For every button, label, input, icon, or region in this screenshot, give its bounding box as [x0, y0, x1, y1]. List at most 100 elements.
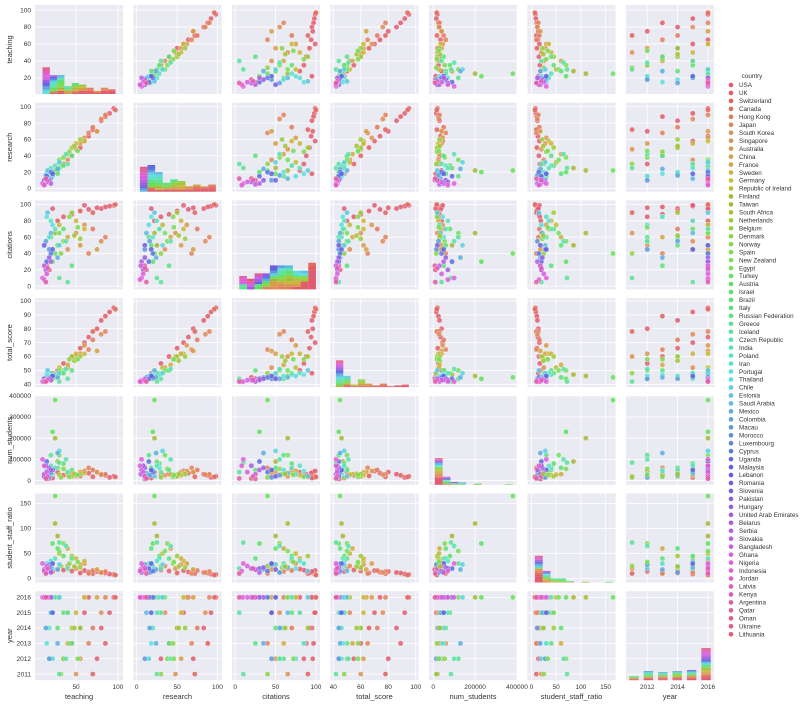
- hist-bar-year-ghana: [701, 654, 711, 656]
- point-germany: [180, 594, 187, 601]
- point-south-africa: [674, 563, 681, 570]
- point-usa: [309, 655, 316, 662]
- point-nigeria: [451, 180, 457, 187]
- point-argentina: [432, 594, 439, 601]
- hist-bar-year-austria: [701, 665, 711, 667]
- point-japan: [364, 37, 371, 43]
- point-chile: [272, 370, 279, 376]
- hist-bar-citations-brazil: [269, 276, 278, 279]
- y-tick-label: 2013: [17, 641, 32, 648]
- point-egypt: [705, 548, 711, 554]
- y-tick-label: 100: [20, 298, 31, 305]
- x-tick-label: 100: [575, 684, 586, 691]
- legend-marker-south-korea: [728, 130, 734, 136]
- point-thailand: [538, 222, 545, 228]
- point-taiwan: [151, 520, 158, 527]
- y-tick-label: 70: [24, 340, 32, 347]
- point-south-korea: [436, 24, 442, 30]
- point-australia: [368, 594, 375, 601]
- point-ghana: [438, 271, 445, 277]
- legend-marker-qatar: [728, 608, 734, 613]
- hist-bar-student_staff_ratio-serbia: [534, 559, 543, 561]
- hist-bar-research-south-korea: [162, 188, 171, 190]
- hist-bar-citations-argentina: [239, 276, 247, 279]
- point-usa: [401, 15, 408, 22]
- point-usa: [371, 609, 378, 616]
- point-canada: [313, 9, 319, 16]
- point-malaysia: [338, 170, 345, 177]
- legend-marker-lithuania: [728, 631, 734, 637]
- y-tick-label: 80: [24, 120, 32, 127]
- hist-bar-research-usa: [185, 189, 194, 192]
- legend-label: Qatar: [739, 608, 755, 615]
- hist-bar-num_students-france: [434, 472, 443, 473]
- hist-bar-citations-nigeria: [239, 281, 247, 285]
- point-sweden: [178, 350, 184, 357]
- hist-bar-teaching-colombia: [42, 87, 50, 90]
- hist-bar-num_students-thailand: [434, 465, 443, 466]
- hist-bar-year-uganda: [701, 660, 711, 662]
- point-finland: [154, 242, 160, 249]
- point-austria: [563, 429, 569, 435]
- point-switzerland: [382, 32, 389, 39]
- point-malaysia: [543, 609, 550, 616]
- hist-bar-student_staff_ratio-indonesia: [534, 558, 543, 560]
- point-australia: [178, 242, 184, 249]
- panel-teaching-vs-year: [626, 5, 714, 94]
- point-germany: [81, 226, 88, 232]
- hist-bar-year-united-arab-emirates: [701, 657, 711, 659]
- y-tick-label: 40: [24, 153, 32, 160]
- legend-marker-singapore: [728, 138, 734, 144]
- point-malaysia: [543, 246, 550, 253]
- hist-bar-student_staff_ratio-macau: [542, 572, 551, 574]
- point-hong-kong: [90, 226, 96, 232]
- point-greece: [564, 671, 570, 677]
- point-brazil: [558, 625, 564, 631]
- legend-marker-australia: [728, 146, 734, 151]
- hist-bar-teaching-sweden: [71, 89, 79, 91]
- hist-bar-year-uk: [672, 678, 682, 680]
- point-chile: [56, 594, 63, 601]
- point-hong-kong: [374, 32, 380, 39]
- hist-bar-year-japan: [701, 674, 711, 676]
- legend-label: Iceland: [739, 329, 760, 336]
- point-colombia: [335, 625, 342, 631]
- point-latvia: [434, 265, 441, 271]
- point-argentina: [333, 594, 339, 601]
- hist-bar-teaching-denmark: [57, 86, 65, 88]
- point-iceland: [64, 469, 71, 475]
- point-czech-republic: [276, 59, 283, 66]
- legend-label: Netherlands: [739, 218, 773, 225]
- hist-bar-total_score-brazil: [336, 382, 344, 384]
- point-switzerland: [434, 32, 440, 39]
- hist-bar-student_staff_ratio-india: [550, 578, 559, 580]
- point-new-zealand: [644, 148, 650, 154]
- point-romania: [272, 177, 279, 184]
- point-malaysia: [268, 560, 275, 567]
- hist-bar-total_score-slovakia: [336, 366, 344, 368]
- point-malaysia: [49, 609, 56, 616]
- legend-marker-united-arab-emirates: [728, 512, 734, 518]
- hist-bar-total_score-japan: [365, 385, 373, 387]
- point-argentina: [533, 594, 540, 601]
- legend-marker-indonesia: [728, 568, 734, 573]
- point-argentina: [43, 570, 49, 577]
- legend-label: Belgium: [739, 225, 762, 232]
- hist-bar-citations-japan: [277, 286, 286, 290]
- hist-bar-total_score-south-korea: [343, 384, 351, 386]
- point-indonesia: [445, 594, 451, 601]
- hist-bar-year-israel: [686, 674, 697, 676]
- legend-label: India: [739, 345, 753, 352]
- point-south-africa: [175, 51, 182, 57]
- point-greece: [240, 165, 247, 171]
- point-turkey: [610, 250, 616, 257]
- y-tick-label: 60: [24, 234, 32, 241]
- legend-label: Turkey: [739, 273, 759, 280]
- point-hong-kong: [440, 337, 447, 343]
- point-latvia: [538, 594, 545, 601]
- point-egypt: [555, 367, 562, 374]
- point-switzerland: [305, 328, 311, 335]
- point-thailand: [293, 373, 299, 379]
- point-serbia: [440, 258, 447, 265]
- point-chile: [272, 66, 279, 73]
